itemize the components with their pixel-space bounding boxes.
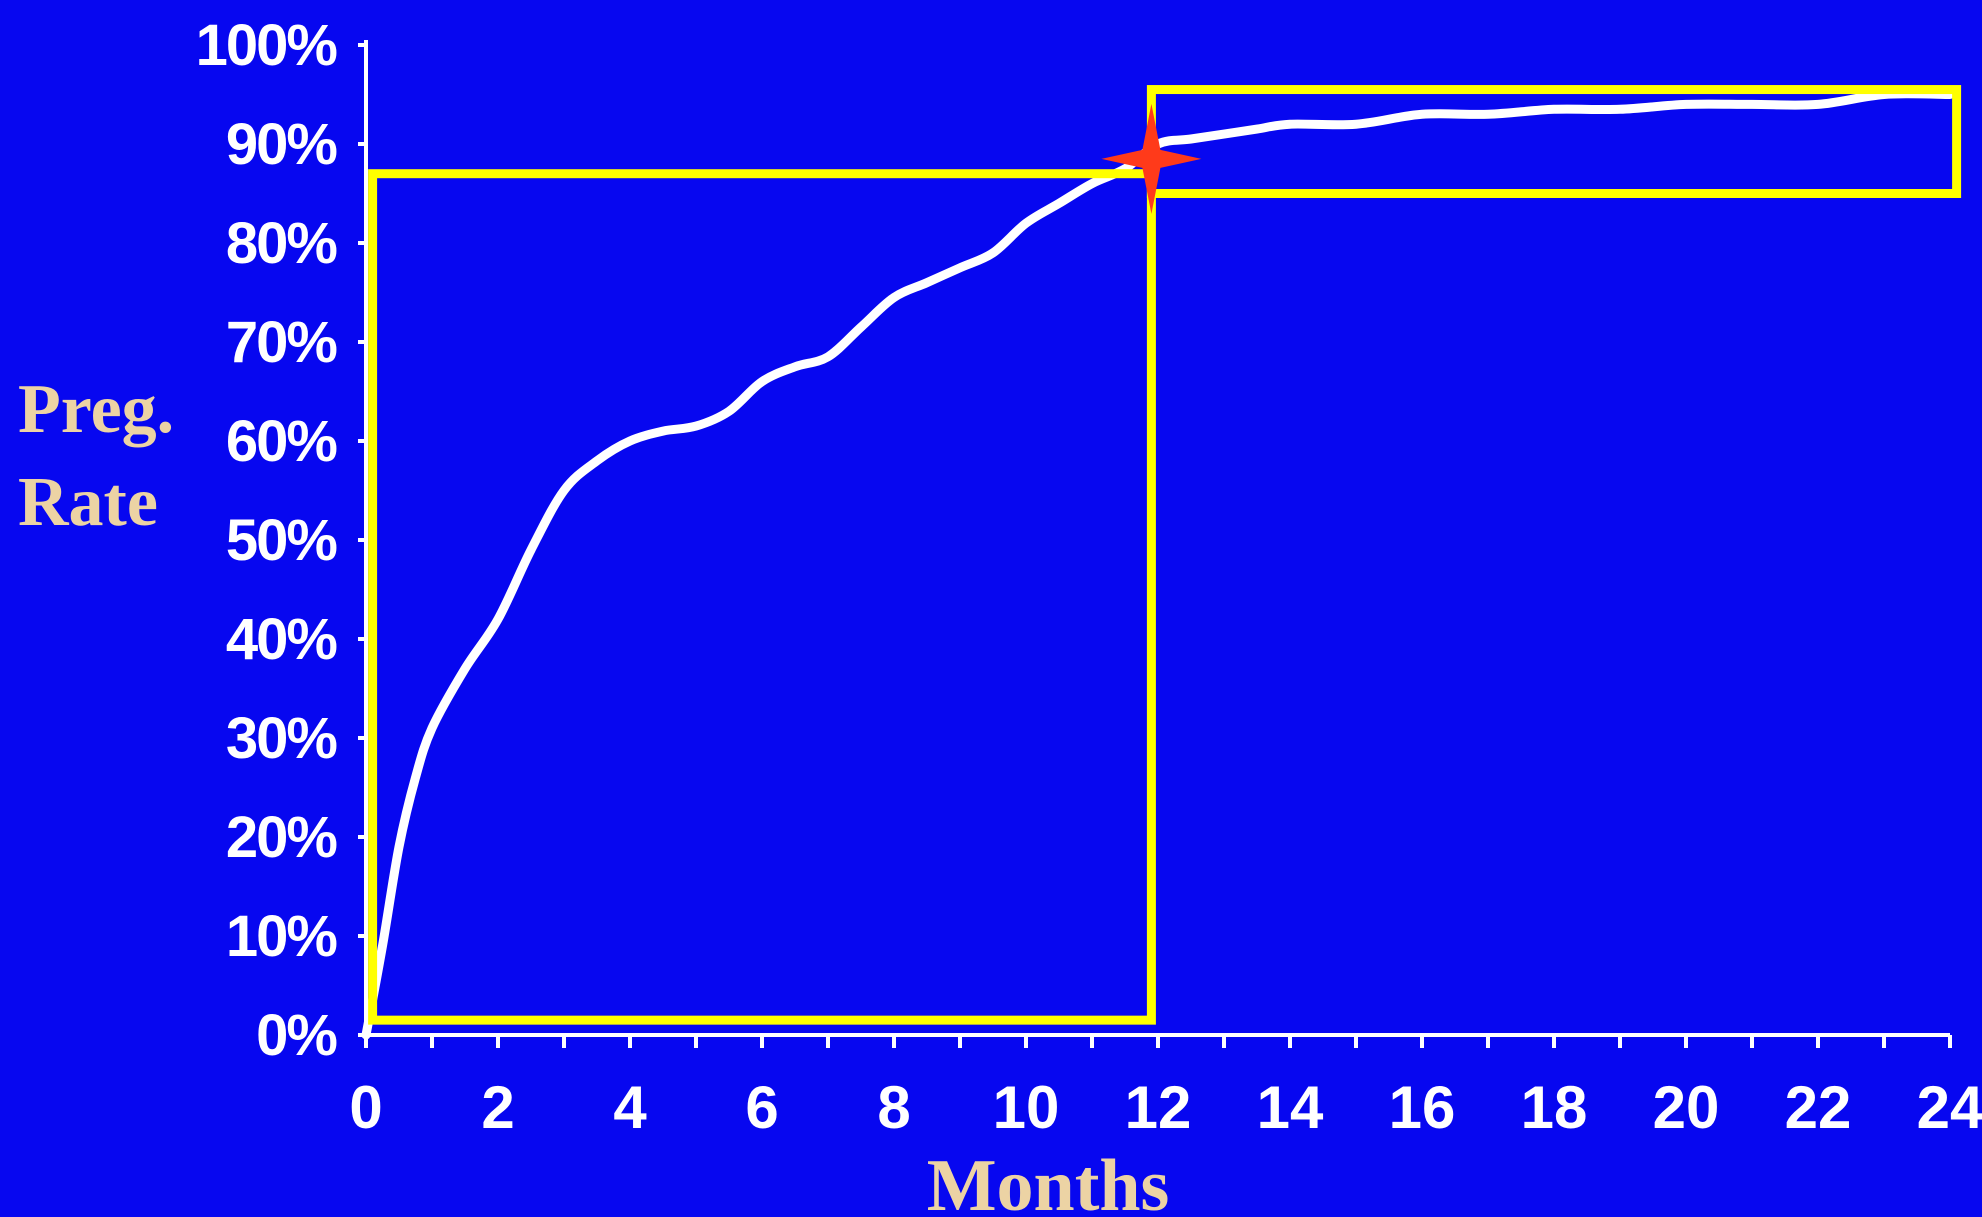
y-tick-label: 40% <box>226 607 338 672</box>
y-tick-label: 50% <box>226 508 338 573</box>
x-tick-label: 14 <box>1257 1074 1324 1141</box>
y-tick-label: 10% <box>226 904 338 969</box>
y-tick-label: 90% <box>226 112 338 177</box>
y-axis-title: Preg. Rate <box>18 371 174 541</box>
x-tick-label: 6 <box>745 1074 778 1141</box>
plot-area <box>361 89 1955 1040</box>
x-tick-label: 12 <box>1125 1074 1192 1141</box>
x-tick-label: 8 <box>877 1074 910 1141</box>
x-tick-label: 18 <box>1521 1074 1588 1141</box>
x-tick-label: 4 <box>613 1074 647 1141</box>
x-tick-label: 0 <box>349 1074 382 1141</box>
x-tick-label: 20 <box>1653 1074 1720 1141</box>
x-tick-label: 16 <box>1389 1074 1456 1141</box>
y-tick-label: 0% <box>256 1003 337 1068</box>
x-tick-labels: 0 2 4 6 8 10 12 14 16 18 20 22 24 <box>349 1074 1982 1141</box>
y-axis-title-line-2: Rate <box>18 464 158 541</box>
y-tick-label: 30% <box>226 706 338 771</box>
x-tick-label: 10 <box>993 1074 1060 1141</box>
y-tick-label: 70% <box>226 310 338 375</box>
annotations <box>368 85 1962 1025</box>
y-axis-title-line-1: Preg. <box>18 371 174 448</box>
star-marker-icon <box>1101 103 1202 214</box>
highlight-box-1 <box>368 169 1156 1025</box>
series-line <box>361 89 1955 1040</box>
x-tick-label: 22 <box>1785 1074 1852 1141</box>
x-tick-label: 2 <box>481 1074 514 1141</box>
x-tick-label: 24 <box>1917 1074 1982 1141</box>
y-tick-label: 80% <box>226 211 338 276</box>
x-axis-title: Months <box>927 1145 1170 1217</box>
y-tick-label: 20% <box>226 805 338 870</box>
y-tick-label: 100% <box>196 13 338 78</box>
axes <box>358 40 1952 1048</box>
y-tick-labels: 0% 10% 20% 30% 40% 50% 60% 70% 80% 90% 100% <box>196 13 340 1068</box>
y-tick-label: 60% <box>226 409 338 474</box>
